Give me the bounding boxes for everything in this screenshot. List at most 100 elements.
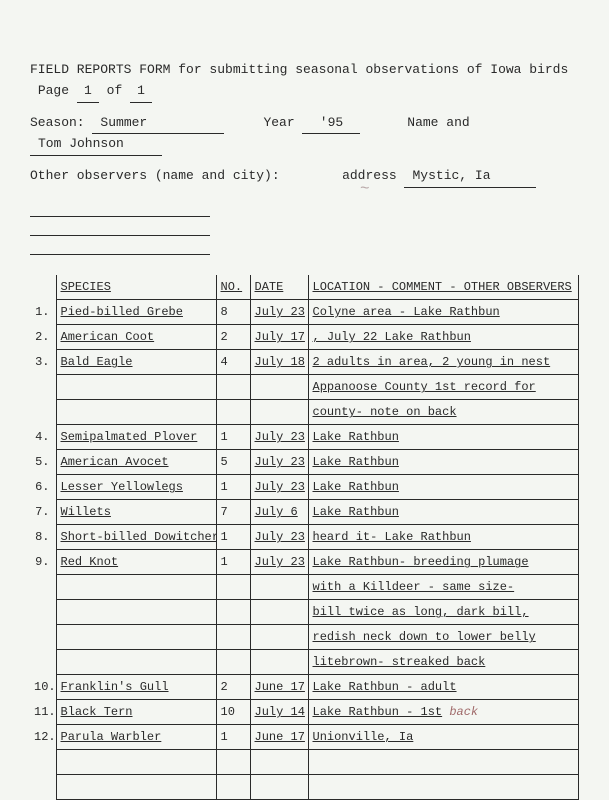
cell-count: 8: [216, 299, 250, 324]
cell-species: Lesser Yellowlegs: [56, 474, 216, 499]
cell-count: [216, 399, 250, 424]
col-location: LOCATION - COMMENT - OTHER OBSERVERS: [308, 275, 579, 300]
cell-location: 2 adults in area, 2 young in nest: [308, 349, 579, 374]
handwritten-note: back: [442, 705, 478, 719]
form-title: FIELD REPORTS FORM for submitting season…: [30, 62, 568, 77]
address-value: Mystic, Ia: [404, 166, 536, 188]
cell-count: 7: [216, 499, 250, 524]
cell-count: 1: [216, 474, 250, 499]
cell-location: Lake Rathbun: [308, 424, 579, 449]
cell-count: [216, 649, 250, 674]
cell-count: [216, 749, 250, 774]
cell-date: July 23: [250, 299, 308, 324]
col-no: NO.: [216, 275, 250, 300]
table-row: 9.Red Knot1July 23Lake Rathbun- breeding…: [30, 549, 579, 574]
cell-species: [56, 374, 216, 399]
blank-row: [30, 217, 210, 236]
cell-species: [56, 599, 216, 624]
row-number: [30, 574, 56, 599]
year-label: Year: [263, 115, 294, 130]
cell-species: Willets: [56, 499, 216, 524]
cell-date: July 23: [250, 424, 308, 449]
cell-date: July 23: [250, 474, 308, 499]
cell-species: Semipalmated Plover: [56, 424, 216, 449]
col-species: SPECIES: [56, 275, 216, 300]
cell-location: Lake Rathbun- breeding plumage: [308, 549, 579, 574]
cell-location: Lake Rathbun: [308, 449, 579, 474]
cell-location: Lake Rathbun: [308, 474, 579, 499]
page-of: of: [107, 83, 123, 98]
table-row: bill twice as long, dark bill,: [30, 599, 579, 624]
cell-species: [56, 649, 216, 674]
table-row: 6.Lesser Yellowlegs1July 23Lake Rathbun: [30, 474, 579, 499]
cell-date: [250, 749, 308, 774]
blank-lines: [30, 198, 579, 255]
cell-date: [250, 599, 308, 624]
table-row: 8.Short-billed Dowitcher1July 23heard it…: [30, 524, 579, 549]
cell-species: Bald Eagle: [56, 349, 216, 374]
cell-location: Lake Rathbun - adult: [308, 674, 579, 699]
cell-count: 1: [216, 724, 250, 749]
cell-count: 1: [216, 549, 250, 574]
cell-count: 1: [216, 424, 250, 449]
cell-count: [216, 574, 250, 599]
cell-species: [56, 574, 216, 599]
cell-count: 2: [216, 674, 250, 699]
row-number: 11.: [30, 699, 56, 724]
cell-location: heard it- Lake Rathbun: [308, 524, 579, 549]
observations-table: SPECIES NO. DATE LOCATION - COMMENT - OT…: [30, 275, 579, 800]
cell-date: [250, 374, 308, 399]
table-row: 10.Franklin's Gull2June 17Lake Rathbun -…: [30, 674, 579, 699]
row-number: [30, 749, 56, 774]
row-number: 6.: [30, 474, 56, 499]
row-number: 4.: [30, 424, 56, 449]
table-row: 7.Willets7July 6Lake Rathbun: [30, 499, 579, 524]
cell-count: 4: [216, 349, 250, 374]
page-num: 1: [77, 81, 99, 103]
observers-line: Other observers (name and city): address…: [30, 166, 579, 188]
cell-date: July 23: [250, 549, 308, 574]
year-value: '95: [302, 113, 360, 135]
cell-date: July 6: [250, 499, 308, 524]
cell-date: [250, 649, 308, 674]
cell-location: litebrown- streaked back: [308, 649, 579, 674]
cell-date: [250, 774, 308, 799]
cell-count: 1: [216, 524, 250, 549]
cell-count: [216, 774, 250, 799]
table-row: [30, 749, 579, 774]
table-row: 2.American Coot2July 17, July 22 Lake Ra…: [30, 324, 579, 349]
cell-location: with a Killdeer - same size-: [308, 574, 579, 599]
row-number: [30, 399, 56, 424]
page: FIELD REPORTS FORM for submitting season…: [0, 0, 609, 800]
cell-date: July 18: [250, 349, 308, 374]
cell-species: Red Knot: [56, 549, 216, 574]
table-row: 11.Black Tern10July 14Lake Rathbun - 1st…: [30, 699, 579, 724]
cell-location: Lake Rathbun: [308, 499, 579, 524]
cell-date: July 14: [250, 699, 308, 724]
cell-location: county- note on back: [308, 399, 579, 424]
cell-date: [250, 624, 308, 649]
row-number: 12.: [30, 724, 56, 749]
table-row: 5.American Avocet5July 23Lake Rathbun: [30, 449, 579, 474]
cell-count: [216, 374, 250, 399]
table-row: 12.Parula Warbler1June 17Unionville, Ia: [30, 724, 579, 749]
cell-location: [308, 774, 579, 799]
cell-species: Parula Warbler: [56, 724, 216, 749]
cell-count: [216, 624, 250, 649]
cell-date: [250, 399, 308, 424]
row-number: 8.: [30, 524, 56, 549]
cell-date: June 17: [250, 724, 308, 749]
row-number: 2.: [30, 324, 56, 349]
cell-count: 2: [216, 324, 250, 349]
page-total: 1: [130, 81, 152, 103]
cell-location: Colyne area - Lake Rathbun: [308, 299, 579, 324]
row-number: 7.: [30, 499, 56, 524]
other-observers-label: Other observers (name and city):: [30, 168, 280, 183]
cell-location: Unionville, Ia: [308, 724, 579, 749]
row-number: 5.: [30, 449, 56, 474]
cell-date: July 23: [250, 449, 308, 474]
stray-mark: ~: [360, 180, 370, 198]
row-number: 10.: [30, 674, 56, 699]
cell-count: 5: [216, 449, 250, 474]
cell-species: American Avocet: [56, 449, 216, 474]
